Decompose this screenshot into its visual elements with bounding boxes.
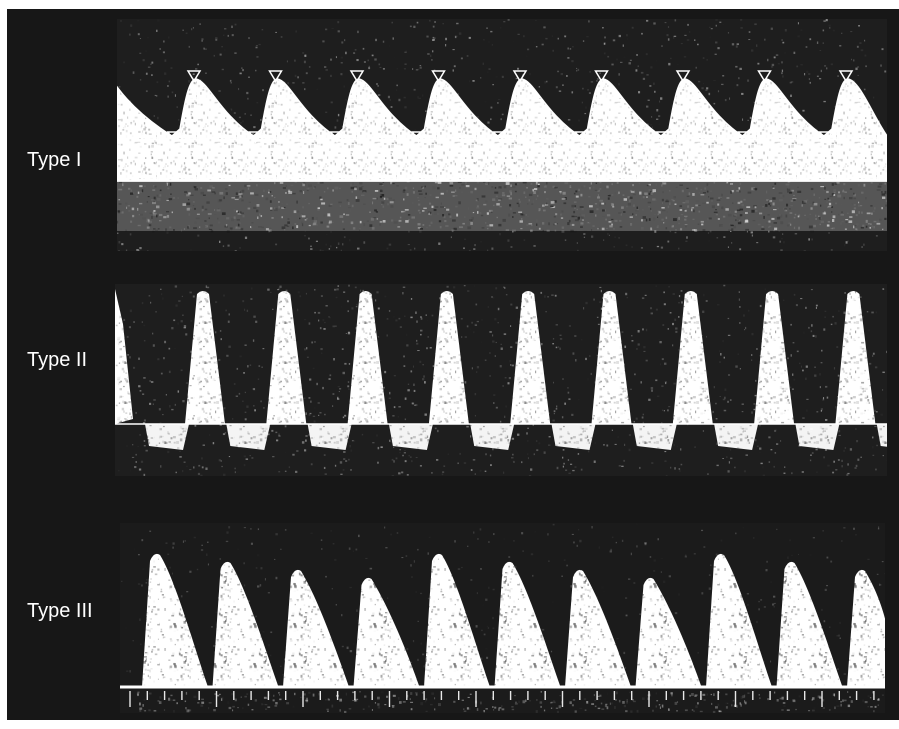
systolic-peak (266, 291, 307, 424)
peak-marker (594, 70, 609, 83)
trough-marker (492, 131, 508, 144)
peak-marker (349, 70, 365, 83)
reverse-flow (714, 424, 759, 450)
reverse-flow (632, 424, 677, 450)
reverse-flow-band (117, 181, 887, 231)
systolic-peak (835, 291, 876, 424)
trough-marker (655, 131, 671, 144)
systolic-peak (283, 569, 349, 687)
spectrum-panel-type-2 (115, 284, 887, 476)
systolic-peak (847, 569, 885, 687)
trough-marker (166, 131, 182, 144)
peak-marker (431, 70, 446, 83)
panel-label-type-2: Type II (27, 349, 88, 371)
spectrum-panel-type-3 (120, 523, 885, 713)
time-scale (129, 691, 884, 713)
spectrum-type-2 (115, 284, 887, 476)
reverse-flow (145, 424, 189, 450)
systolic-peak (424, 553, 490, 687)
systolic-peak (115, 289, 133, 424)
systolic-peak (212, 561, 279, 687)
systolic-peak (347, 291, 388, 424)
flow-spectrum (142, 553, 885, 687)
systolic-peak (494, 561, 561, 687)
doppler-figure: Type I Type II Type III (7, 9, 899, 720)
reverse-flow (226, 424, 271, 450)
spectrum-type-3 (120, 523, 885, 713)
spectrum-panel-type-1 (117, 19, 887, 251)
trough-marker (574, 131, 589, 144)
peak-marker (186, 70, 202, 83)
caliper-markers (166, 70, 854, 144)
trough-marker (248, 131, 263, 144)
peak-marker (757, 70, 772, 83)
reverse-flow (551, 424, 596, 450)
trough-marker (737, 131, 752, 144)
panel-label-type-1: Type I (27, 149, 82, 171)
systolic-peak (510, 291, 551, 424)
flow-spectrum (115, 289, 887, 450)
reverse-flow (795, 424, 840, 450)
trough-marker (329, 131, 345, 144)
systolic-peak (142, 553, 208, 687)
reverse-flow (388, 424, 433, 450)
panel-label-type-3: Type III (27, 600, 93, 622)
systolic-peak (353, 577, 420, 687)
trough-marker (818, 131, 834, 144)
spectrum-type-1 (117, 19, 887, 251)
systolic-peak (672, 291, 713, 424)
peak-marker (675, 70, 691, 83)
peak-marker (268, 70, 283, 83)
systolic-peak (635, 577, 702, 687)
reverse-flow (470, 424, 515, 450)
systolic-peak (185, 291, 225, 424)
reverse-flow (876, 424, 887, 447)
flow-spectrum (117, 78, 887, 182)
systolic-peak (565, 569, 631, 687)
systolic-peak (428, 291, 469, 424)
systolic-peak (754, 291, 795, 424)
reverse-flow (307, 424, 352, 450)
peak-marker (512, 70, 528, 83)
trough-marker (411, 131, 426, 144)
systolic-peak (591, 291, 632, 424)
systolic-peak (706, 553, 772, 687)
systolic-peak (776, 561, 843, 687)
peak-marker (838, 70, 854, 83)
